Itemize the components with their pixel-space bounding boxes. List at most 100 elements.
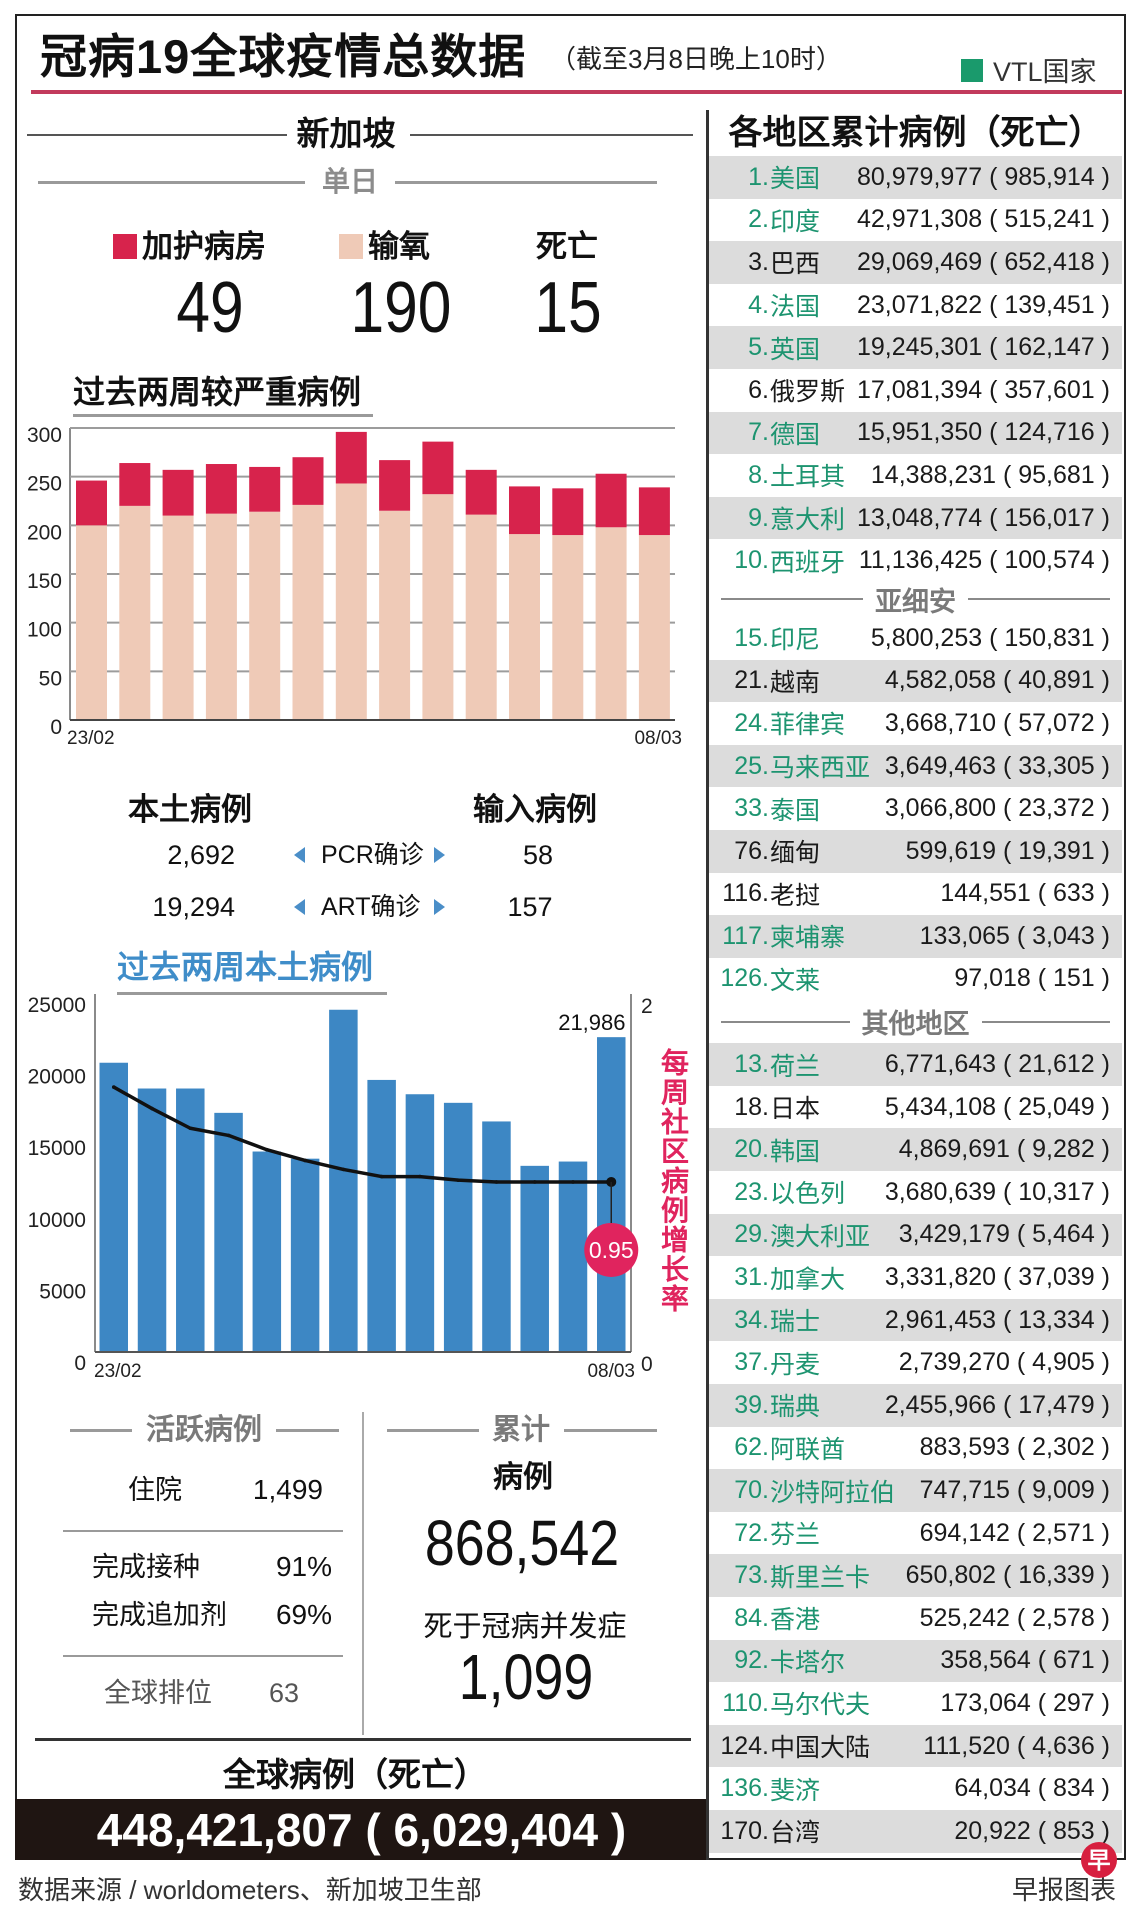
region-deaths: 515,241	[982, 205, 1110, 233]
growth-rate-point	[150, 1106, 154, 1111]
region-row: 1美国 80,979,977985,914	[709, 156, 1122, 199]
icu-bar-segment	[638, 487, 670, 536]
singapore-title: 新加坡	[296, 115, 396, 152]
local-cases-bar	[520, 1165, 549, 1352]
region-row: 23以色列 3,680,63910,317	[709, 1171, 1122, 1214]
y-tick-label: 10000	[28, 1209, 86, 1232]
region-deaths: 633	[1031, 879, 1110, 907]
region-rank: 124	[709, 1732, 769, 1761]
region-cases: 6,771,643	[884, 1050, 997, 1079]
region-values: 3,429,1795,464	[899, 1220, 1122, 1249]
divider	[387, 1429, 479, 1432]
region-values: 747,7159,009	[920, 1476, 1122, 1505]
booster-value: 69%	[275, 1599, 332, 1630]
region-row: 117柬埔寨 133,0653,043	[709, 915, 1122, 958]
growth-rate-badge	[584, 1222, 639, 1277]
region-cases: 358,564	[940, 1646, 1031, 1675]
cumulative-deaths-label: 死于冠病并发症	[423, 1611, 627, 1643]
growth-rate-point	[456, 1178, 460, 1182]
deaths-label: 死亡	[536, 229, 598, 264]
title-divider	[31, 90, 1122, 94]
icu-bar-segment	[552, 488, 584, 536]
y2-tick-label: 2	[641, 995, 653, 1018]
local-cases-bar	[558, 1161, 588, 1352]
divider	[70, 1429, 132, 1432]
region-name: 马来西亚	[770, 754, 871, 783]
region-name: 老挝	[770, 881, 821, 910]
growth-rate-badge-label: 0.95	[589, 1237, 634, 1263]
group-label-asean: 亚细安	[875, 586, 956, 617]
region-deaths: 156,017	[982, 504, 1110, 532]
region-group-asean: 15印尼5,800,253150,83121越南4,582,05840,8912…	[709, 617, 1122, 1000]
region-row: 8土耳其 14,388,23195,681	[709, 454, 1122, 497]
bar-data-label: 21,986	[558, 1010, 625, 1035]
icu-bar-segment	[465, 469, 497, 515]
group-label-others: 其他地区	[861, 1009, 970, 1040]
region-values: 64,034834	[954, 1774, 1122, 1803]
region-row: 37丹麦 2,739,2704,905	[709, 1341, 1122, 1384]
region-rank: 73	[709, 1561, 769, 1590]
imported-cases-heading: 输入病例	[473, 792, 597, 827]
region-rank: 4	[709, 291, 769, 320]
region-deaths: 162,147	[982, 333, 1110, 361]
local-cases-bar	[329, 1009, 358, 1352]
oxygen-bar-segment	[249, 511, 281, 720]
region-name: 韩国	[770, 1137, 821, 1166]
region-values: 20,922853	[954, 1817, 1122, 1846]
oxygen-bar-segment	[379, 510, 411, 720]
region-rank: 110	[709, 1689, 769, 1718]
region-rank: 2	[709, 205, 769, 234]
region-name: 沙特阿拉伯	[770, 1478, 896, 1507]
region-values: 133,0653,043	[920, 922, 1122, 951]
oxygen-bar-segment	[595, 527, 627, 720]
icu-bar-segment	[379, 460, 411, 511]
region-deaths: 9,009	[1010, 1476, 1110, 1504]
region-rank: 126	[709, 964, 769, 993]
divider	[410, 134, 693, 136]
region-deaths: 985,914	[982, 163, 1110, 191]
region-values: 144,551633	[940, 879, 1122, 908]
oxygen-bar-segment	[205, 513, 237, 720]
global-rank-label: 全球排位	[104, 1678, 212, 1708]
region-rank: 62	[709, 1433, 769, 1462]
y-tick-label: 0	[50, 716, 62, 739]
region-deaths: 25,049	[996, 1093, 1110, 1121]
region-deaths: 19,391	[996, 837, 1110, 865]
local-cases-bar	[367, 1079, 396, 1352]
region-values: 23,071,822139,451	[857, 291, 1122, 320]
region-name: 巴西	[770, 250, 821, 279]
y-tick-label: 5000	[39, 1280, 86, 1303]
region-cases: 2,739,270	[898, 1348, 1010, 1377]
icu-value: 49	[176, 268, 244, 348]
region-cases: 29,069,469	[857, 247, 983, 276]
region-group-others: 13荷兰 6,771,64321,612 18日本 5,434,10825,049 20…	[709, 1043, 1122, 1853]
icu-bar-segment	[595, 473, 627, 528]
region-deaths: 4,636	[1010, 1732, 1110, 1760]
region-name: 芬兰	[770, 1521, 821, 1550]
region-rank: 10	[709, 546, 769, 575]
divider	[968, 598, 1110, 601]
region-cases: 64,034	[954, 1774, 1031, 1803]
divider	[981, 1020, 1110, 1023]
local-pcr-value: 2,692	[167, 840, 235, 870]
region-rank: 70	[709, 1476, 769, 1505]
local-art-value: 19,294	[152, 892, 235, 922]
growth-rate-point	[571, 1180, 575, 1184]
icu-bar-segment	[292, 457, 324, 505]
region-row: 110马尔代夫 173,064297	[709, 1682, 1122, 1725]
region-values: 13,048,774156,017	[857, 504, 1122, 533]
region-rank: 39	[709, 1391, 769, 1420]
region-row: 13荷兰 6,771,64321,612	[709, 1043, 1122, 1086]
x-tick-label: 23/02	[67, 728, 115, 749]
oxygen-bar-segment	[509, 534, 540, 720]
region-deaths: 10,317	[996, 1178, 1110, 1206]
icu-legend-swatch	[113, 234, 137, 259]
region-name: 澳大利亚	[770, 1222, 871, 1251]
region-name: 俄罗斯	[770, 378, 846, 407]
chart-title-underline	[73, 414, 373, 417]
region-deaths: 652,418	[982, 248, 1110, 276]
icu-bar-segment	[205, 464, 237, 514]
region-name: 斐济	[770, 1776, 821, 1805]
region-rank: 76	[709, 837, 769, 866]
region-name: 阿联酋	[770, 1435, 846, 1464]
